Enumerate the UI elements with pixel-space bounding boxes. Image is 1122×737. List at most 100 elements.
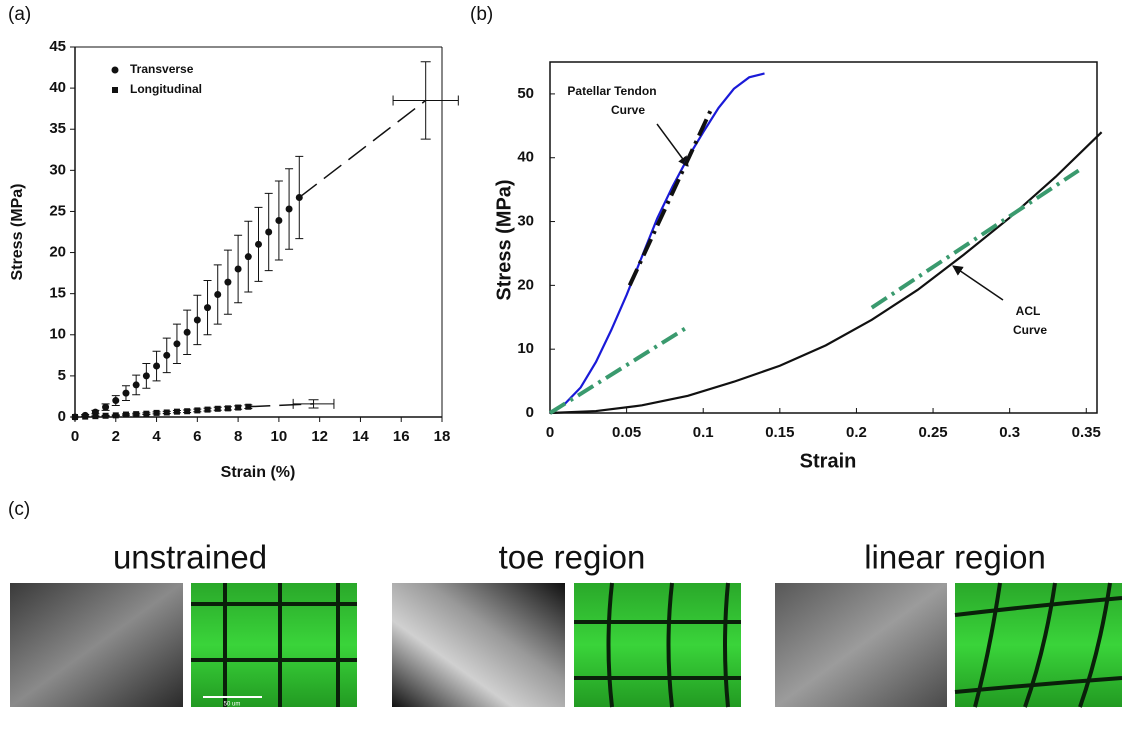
error-bar-x (292, 398, 335, 409)
x-tick-label: 6 (193, 428, 201, 445)
curve (549, 72, 765, 414)
legend-label: Longitudinal (130, 82, 202, 96)
point (235, 404, 242, 411)
fit-line (870, 168, 1080, 310)
point (193, 316, 201, 324)
point (275, 216, 283, 224)
x-tick-label: 0.25 (918, 424, 947, 441)
y-tick-label: 40 (49, 79, 66, 96)
annotation: Patellar Tendon (567, 84, 656, 98)
legend-marker (111, 66, 119, 74)
extrapolation-line (248, 403, 314, 408)
fluorescence-image (954, 582, 1122, 708)
legend-label: Transverse (130, 62, 194, 76)
annotation-arrow (656, 123, 689, 167)
point (153, 409, 160, 416)
point (265, 228, 273, 236)
point (183, 328, 191, 336)
plot-frame (549, 61, 1098, 414)
panel-label: (a) (8, 4, 31, 25)
y-axis-label: Stress (MPa) (9, 184, 26, 281)
x-tick-label: 10 (271, 428, 288, 445)
point (255, 240, 262, 248)
point (224, 405, 231, 412)
x-tick-label: 0 (71, 428, 79, 445)
point (173, 408, 180, 415)
point (122, 411, 129, 418)
x-axis-label: Strain (%) (221, 464, 296, 481)
image-title: linear region (864, 539, 1046, 576)
point (214, 405, 221, 412)
x-tick-label: 0 (546, 424, 554, 441)
fluorescence-image (191, 583, 357, 707)
point (72, 414, 78, 420)
point (143, 410, 150, 417)
point (204, 406, 211, 413)
y-tick-label: 5 (58, 367, 66, 384)
point (224, 278, 232, 286)
scale-bar-label: 50 um (224, 702, 241, 708)
y-tick-label: 25 (49, 202, 66, 219)
point (285, 205, 293, 213)
y-axis-label: Stress (MPa) (493, 179, 515, 300)
point (244, 253, 252, 261)
y-tick-label: 45 (49, 38, 66, 55)
point (234, 265, 242, 273)
legend-marker (112, 87, 118, 93)
point (153, 362, 161, 370)
micrograph (775, 583, 947, 707)
extrapolation-line (298, 99, 427, 199)
point (214, 290, 222, 298)
y-tick-label: 15 (49, 285, 66, 302)
x-tick-label: 16 (393, 428, 410, 445)
fit-line (548, 325, 689, 415)
y-tick-label: 20 (517, 276, 534, 293)
point (163, 409, 170, 416)
x-axis-label: Strain (800, 450, 857, 472)
micrograph (10, 583, 183, 707)
y-tick-label: 10 (517, 340, 534, 357)
y-tick-label: 30 (49, 161, 66, 178)
point (133, 411, 140, 418)
x-tick-label: 0.1 (693, 424, 714, 441)
annotation: Curve (1013, 323, 1047, 337)
x-tick-label: 0.2 (846, 424, 867, 441)
curve (549, 131, 1103, 415)
y-tick-label: 35 (49, 120, 66, 137)
panel-label: (c) (8, 499, 30, 520)
point (92, 413, 99, 420)
annotation-arrow (952, 265, 1004, 301)
x-tick-label: 0.05 (612, 424, 641, 441)
point (163, 351, 171, 359)
y-tick-label: 30 (517, 213, 534, 230)
panel-label: (b) (470, 4, 493, 25)
x-tick-label: 12 (311, 428, 328, 445)
annotation: ACL (1016, 304, 1041, 318)
point (102, 403, 110, 411)
micrograph (392, 583, 565, 707)
point (194, 407, 201, 414)
point (112, 397, 120, 405)
point (132, 381, 140, 389)
x-tick-label: 18 (434, 428, 451, 445)
fluorescence-image (574, 582, 741, 708)
annotation: Curve (611, 103, 645, 117)
point (184, 408, 191, 415)
y-tick-label: 0 (58, 408, 66, 425)
y-tick-label: 20 (49, 244, 66, 261)
x-tick-label: 0.15 (765, 424, 794, 441)
y-tick-label: 50 (517, 85, 534, 102)
point (122, 389, 130, 397)
point (82, 413, 89, 420)
x-tick-label: 0.35 (1072, 424, 1101, 441)
point (142, 372, 150, 380)
point (102, 412, 109, 419)
x-tick-label: 0.3 (999, 424, 1020, 441)
x-tick-label: 2 (112, 428, 120, 445)
x-tick-label: 4 (152, 428, 161, 445)
error-bar-x (392, 95, 459, 106)
image-title: toe region (499, 539, 646, 576)
x-tick-label: 14 (352, 428, 369, 445)
image-title: unstrained (113, 539, 267, 576)
